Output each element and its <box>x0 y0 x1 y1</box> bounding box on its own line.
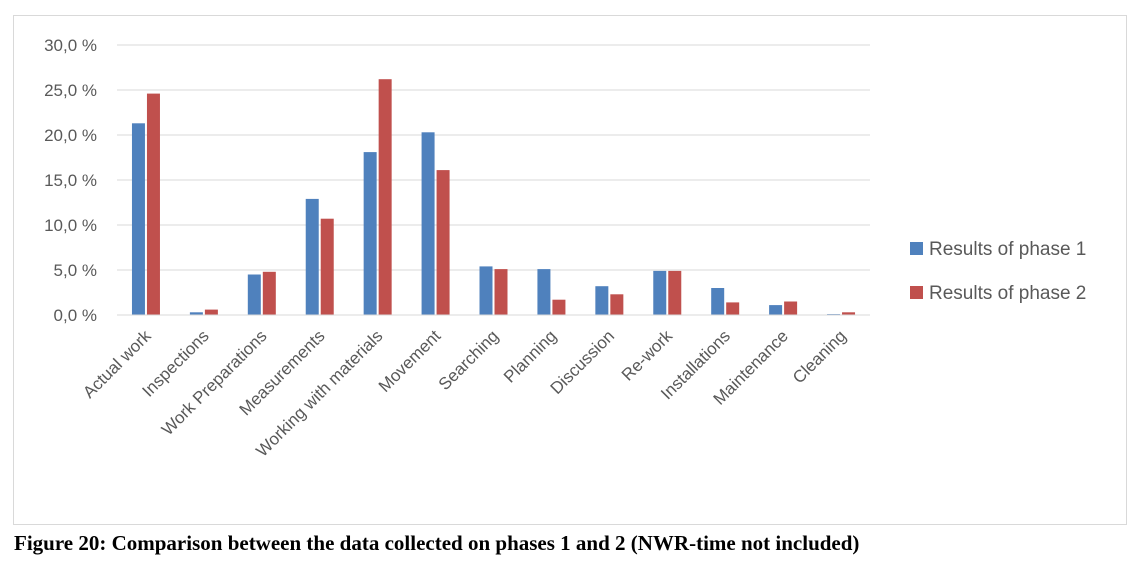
bar-2 <box>668 270 682 315</box>
bar-1 <box>537 269 551 315</box>
legend-swatch <box>910 286 923 299</box>
y-tick-label: 10,0 % <box>44 216 97 235</box>
legend-label: Results of phase 1 <box>929 239 1086 260</box>
bar-2 <box>494 269 508 315</box>
bar-2 <box>378 79 392 315</box>
y-tick-label: 30,0 % <box>44 36 97 55</box>
bar-2 <box>726 302 740 315</box>
bar-1 <box>305 198 319 315</box>
bar-1 <box>769 305 783 315</box>
bar-2 <box>842 312 856 315</box>
figure-caption: Figure 20: Comparison between the data c… <box>14 531 860 555</box>
bar-2 <box>610 294 624 315</box>
x-tick-label: Work Preparations <box>158 326 271 439</box>
y-tick-label: 5,0 % <box>54 261 97 280</box>
bar-1 <box>711 288 725 315</box>
bar-2 <box>262 271 276 315</box>
bar-2 <box>436 170 450 315</box>
y-tick-label: 15,0 % <box>44 171 97 190</box>
bar-2 <box>552 299 566 315</box>
y-tick-label: 0,0 % <box>54 306 97 325</box>
bar-2 <box>146 93 160 315</box>
bar-1 <box>363 152 377 315</box>
x-tick-label: Movement <box>375 326 445 396</box>
bar-2 <box>320 218 334 315</box>
bar-1 <box>479 266 493 315</box>
bar-1 <box>653 270 667 315</box>
legend-swatch <box>910 242 923 255</box>
gridlines <box>117 44 870 271</box>
bar-1 <box>189 312 203 315</box>
x-tick-label: Planning <box>500 326 560 386</box>
bars <box>131 79 856 315</box>
bar-1 <box>131 123 145 315</box>
y-axis-ticks: 0,0 % 5,0 % 10,0 % 15,0 % 20,0 % 25,0 % 30,0 % <box>44 36 97 325</box>
legend: Results of phase 1 Results of phase 2 <box>910 239 1086 304</box>
x-tick-label: Cleaning <box>789 326 850 387</box>
x-tick-label: Re-work <box>618 326 677 385</box>
bar-2 <box>204 309 218 315</box>
bar-2 <box>784 301 798 315</box>
bar-1 <box>595 286 609 315</box>
bar-1 <box>421 132 435 315</box>
bar-chart: 0,0 % 5,0 % 10,0 % 15,0 % 20,0 % 25,0 % 30,0 %… <box>44 36 1086 461</box>
y-tick-label: 20,0 % <box>44 126 97 145</box>
x-tick-label: Searching <box>435 326 503 394</box>
legend-label: Results of phase 2 <box>929 283 1086 304</box>
y-tick-label: 25,0 % <box>44 81 97 100</box>
bar-1 <box>247 274 261 315</box>
